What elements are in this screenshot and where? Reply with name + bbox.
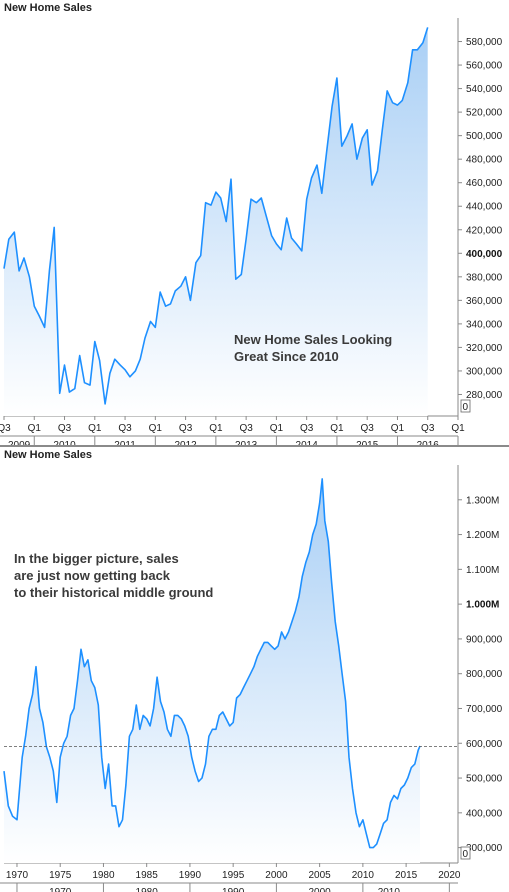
series-line <box>3 27 429 405</box>
y-tick-label: 1.300M <box>466 495 499 506</box>
chart-annotation: In the bigger picture, sales <box>14 551 179 566</box>
x-group-label: 2015 <box>356 440 379 445</box>
y-tick-label: 800,000 <box>466 669 503 680</box>
x-tick-label: 2010 <box>352 870 375 881</box>
x-tick-label: 2000 <box>265 870 288 881</box>
chart-svg-historical: 300,000 400,000 500,000 600,000 700,000 800,0… <box>0 465 503 892</box>
x-tick-label: Q1 <box>28 423 42 434</box>
y-tick-label: 900,000 <box>466 634 503 645</box>
y-tick-label: 600,000 <box>466 739 503 750</box>
zero-label-box <box>460 846 471 860</box>
y-tick-label: 500,000 <box>466 131 503 142</box>
x-tick-label: Q3 <box>421 423 435 434</box>
x-tick-label: Q1 <box>149 423 163 434</box>
x-group-label: 2009 <box>8 440 31 445</box>
chart-annotation: New Home Sales Looking <box>234 332 392 347</box>
x-tick-label: 2020 <box>438 870 461 881</box>
x-tick-label: Q3 <box>118 423 132 434</box>
x-tick-label: 2015 <box>395 870 418 881</box>
x-group-label: 2014 <box>296 440 319 445</box>
y-tick-label: 1.000M <box>466 600 499 611</box>
y-tick-label: 540,000 <box>466 84 503 95</box>
series-line <box>3 478 421 849</box>
y-tick-label: 520,000 <box>466 108 503 119</box>
y-tick-label: 480,000 <box>466 155 503 166</box>
x-tick-label: 1970 <box>6 870 29 881</box>
y-tick-label: 400,000 <box>466 249 503 260</box>
chart-panel-recent: New Home Sales 280,000 300,000 320,000 340,… <box>0 0 509 445</box>
zero-label: 0 <box>463 849 469 860</box>
x-tick-label: 2005 <box>309 870 332 881</box>
chart-annotation: Great Since 2010 <box>234 349 339 364</box>
x-tick-label: Q3 <box>239 423 253 434</box>
y-tick-label: 440,000 <box>466 202 503 213</box>
y-tick-label: 300,000 <box>466 366 503 377</box>
y-tick-label: 700,000 <box>466 704 503 715</box>
x-tick-label: Q1 <box>391 423 405 434</box>
chart-annotation: to their historical middle ground <box>14 585 213 600</box>
x-tick-label: Q3 <box>58 423 72 434</box>
chart-svg-recent: 280,000 300,000 320,000 340,000 360,000 380,0… <box>0 18 503 445</box>
chart-panel-historical: New Home Sales 300,000 400,000 500,000 600,… <box>0 447 509 892</box>
y-tick-label: 1.200M <box>466 530 499 541</box>
series-area <box>4 27 428 417</box>
series-area <box>4 478 420 863</box>
x-group-label: 2010 <box>378 887 401 892</box>
x-group-label: 2011 <box>114 440 136 445</box>
y-tick-label: 400,000 <box>466 808 503 819</box>
y-tick-label: 340,000 <box>466 319 503 330</box>
x-group-label: 1970 <box>49 887 72 892</box>
x-tick-label: 1990 <box>179 870 202 881</box>
y-tick-label: 1.100M <box>466 565 499 576</box>
zero-label-box <box>460 399 471 413</box>
panel-separator <box>0 445 509 447</box>
y-tick-label: 360,000 <box>466 296 503 307</box>
x-group-label: 2013 <box>235 440 258 445</box>
x-group-label: 1990 <box>222 887 245 892</box>
chart-annotation: are just now getting back <box>14 568 171 583</box>
x-tick-label: 1995 <box>222 870 245 881</box>
y-tick-label: 280,000 <box>466 390 503 401</box>
chart-title: New Home Sales <box>4 449 93 461</box>
x-tick-label: Q3 <box>361 423 375 434</box>
x-tick-label: Q3 <box>179 423 193 434</box>
x-group-label: 1980 <box>136 887 159 892</box>
x-tick-label: Q1 <box>451 423 465 434</box>
x-tick-label: Q3 <box>0 423 11 434</box>
y-tick-label: 320,000 <box>466 343 503 354</box>
y-tick-label: 460,000 <box>466 178 503 189</box>
x-tick-label: 1980 <box>92 870 115 881</box>
x-tick-label: Q1 <box>270 423 284 434</box>
y-tick-label: 500,000 <box>466 774 503 785</box>
y-tick-label: 380,000 <box>466 272 503 283</box>
zero-label: 0 <box>463 402 469 413</box>
x-tick-label: Q1 <box>330 423 344 434</box>
x-tick-label: Q1 <box>209 423 223 434</box>
y-tick-label: 300,000 <box>466 843 503 854</box>
x-group-label: 2016 <box>417 440 440 445</box>
y-tick-label: 560,000 <box>466 61 503 72</box>
y-tick-label: 580,000 <box>466 37 503 48</box>
x-group-label: 2010 <box>53 440 76 445</box>
x-tick-label: 1985 <box>136 870 159 881</box>
y-tick-label: 420,000 <box>466 225 503 236</box>
x-tick-label: Q3 <box>300 423 314 434</box>
x-group-label: 2000 <box>309 887 332 892</box>
x-tick-label: 1975 <box>49 870 72 881</box>
x-tick-label: Q1 <box>88 423 102 434</box>
chart-title: New Home Sales <box>4 2 93 14</box>
x-group-label: 2012 <box>174 440 197 445</box>
